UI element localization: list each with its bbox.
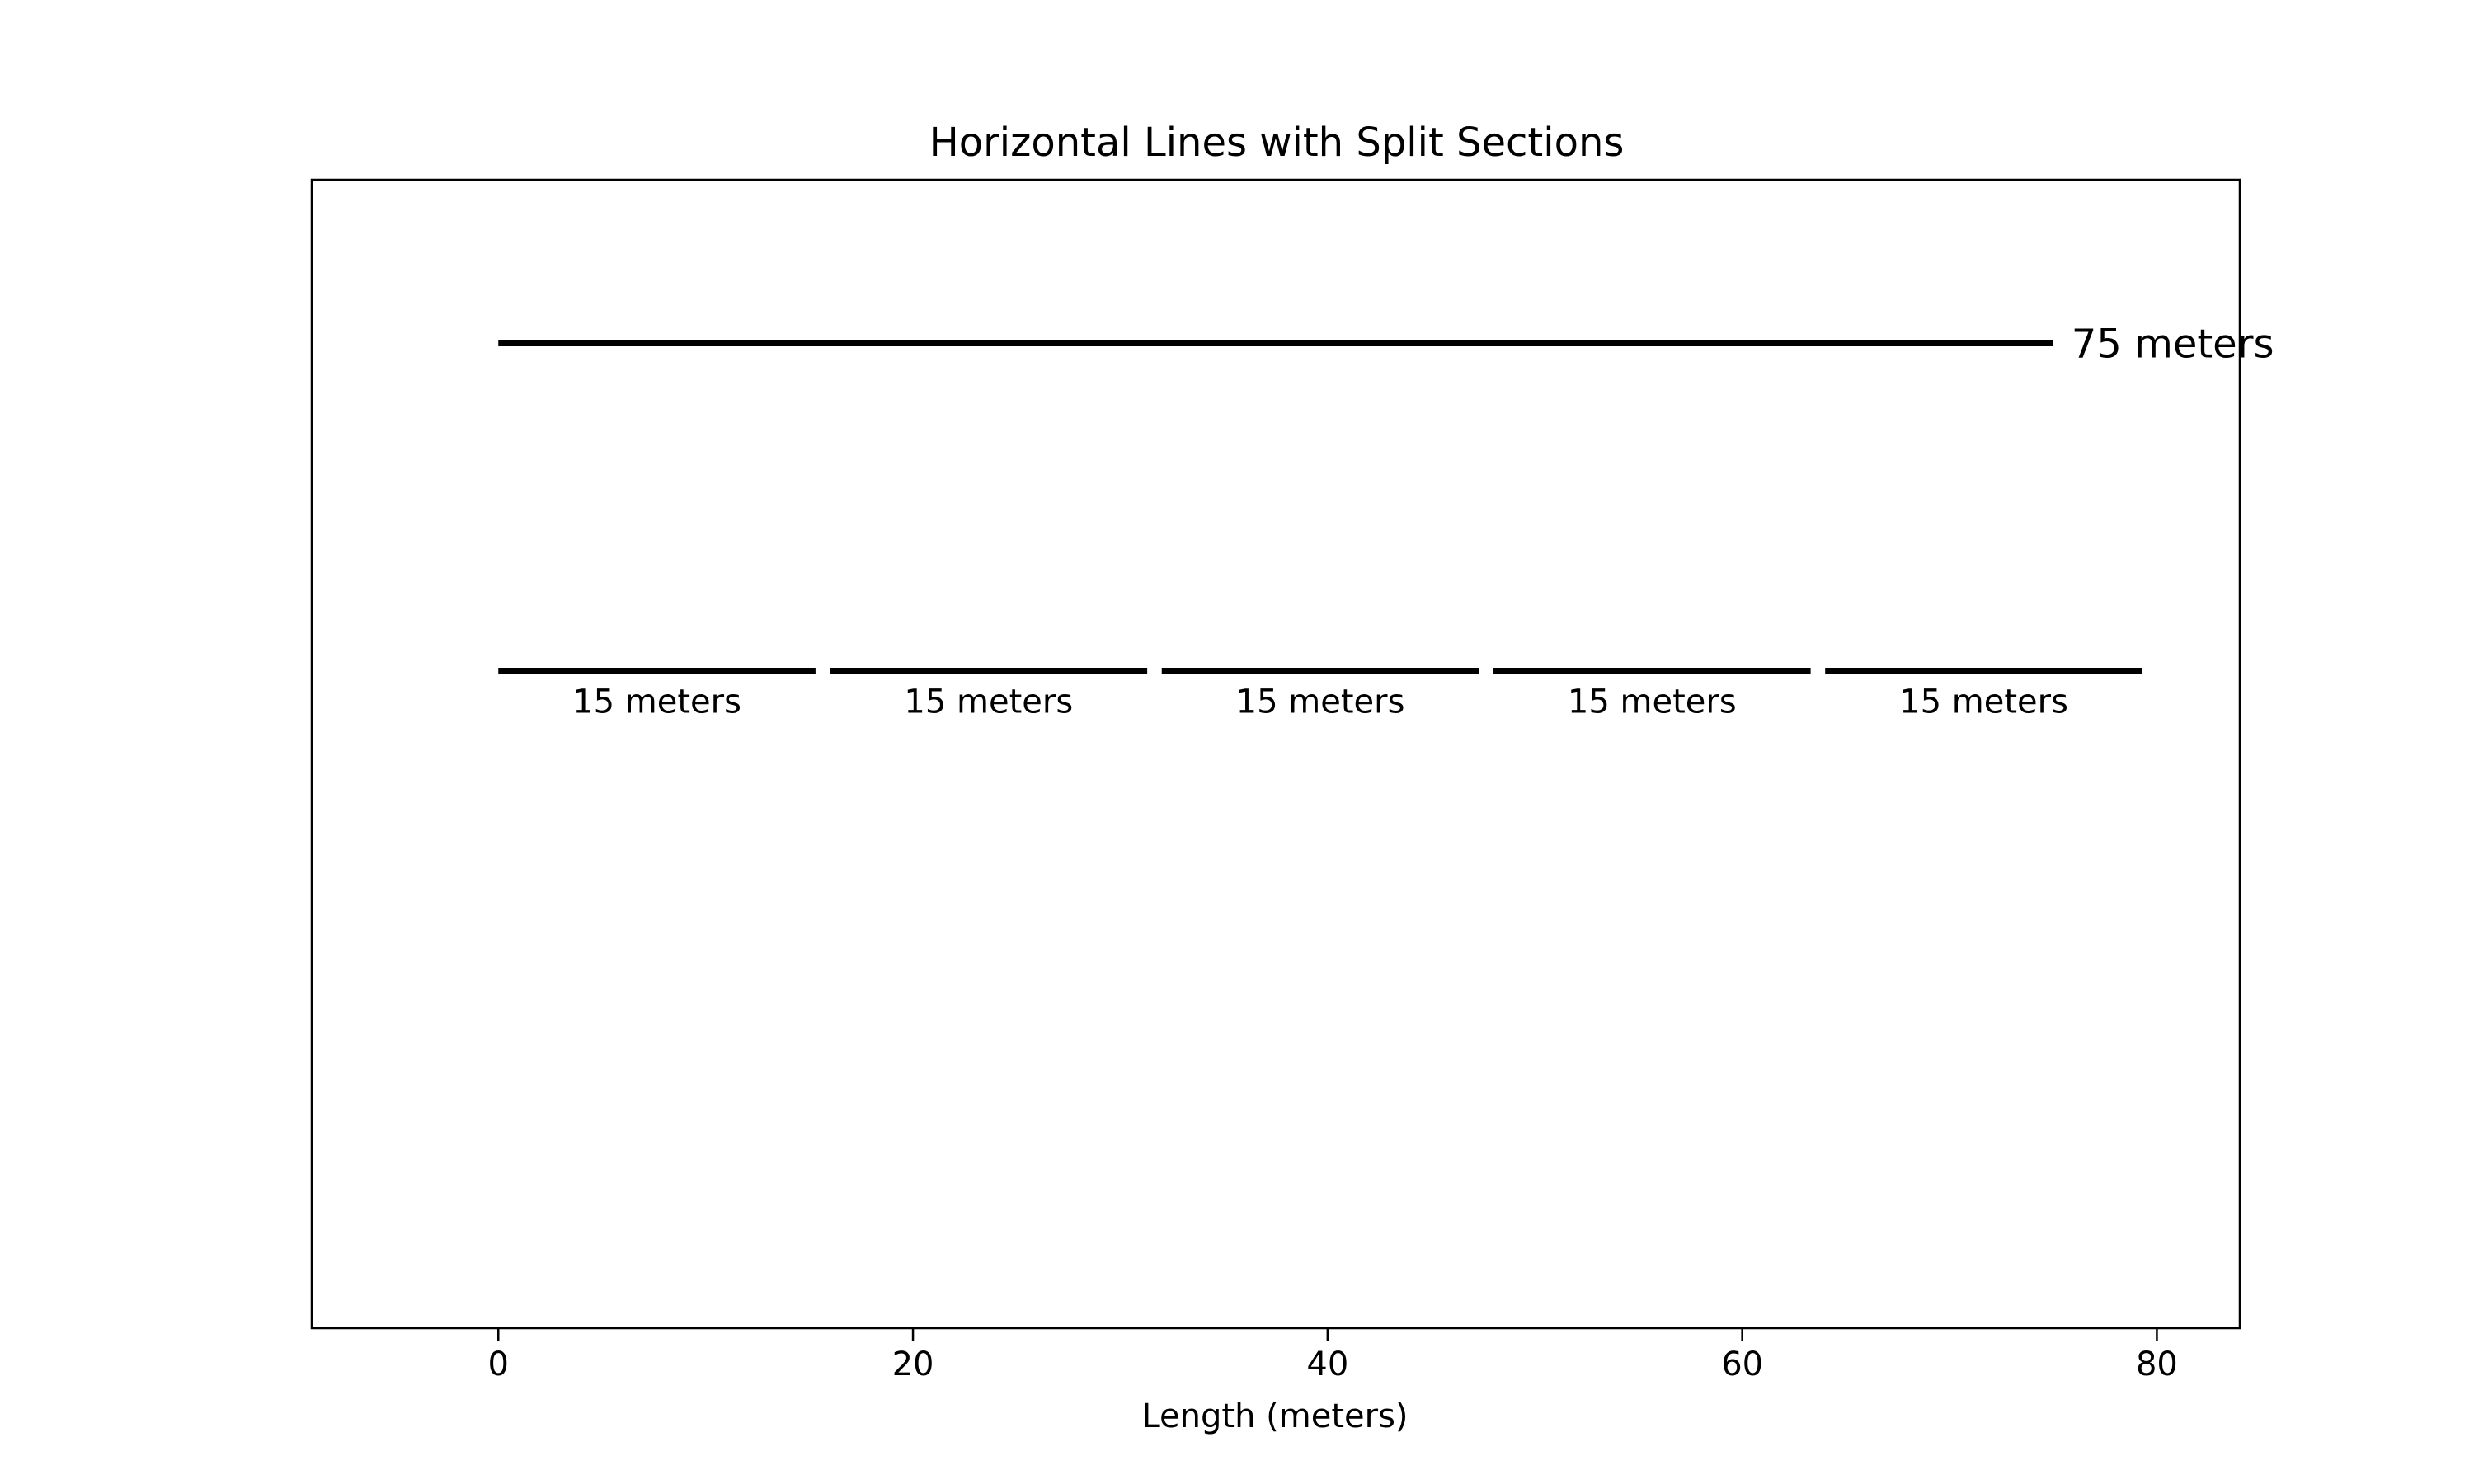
segment-label: 15 meters (1236, 683, 1405, 721)
segment-label: 15 meters (1568, 683, 1737, 721)
plot-area-frame (310, 178, 2241, 1330)
segment-label: 15 meters (1899, 683, 2068, 721)
full-length-label: 75 meters (2072, 322, 2274, 368)
x-tick-label: 60 (1721, 1345, 1763, 1383)
x-tick-label: 0 (488, 1345, 509, 1383)
x-tick-label: 40 (1306, 1345, 1348, 1383)
segment-label: 15 meters (904, 683, 1073, 721)
x-tick-label: 80 (2136, 1345, 2178, 1383)
x-axis-label: Length (meters) (1141, 1397, 1408, 1435)
chart-marks: 75 meters 15 meters 15 meters 15 meters 15 m… (498, 322, 2274, 721)
segment-label: 15 meters (572, 683, 741, 721)
x-axis-ticks: 0 20 40 60 80 (488, 1328, 2178, 1383)
chart-title: Horizontal Lines with Split Sections (929, 120, 1625, 166)
x-tick-label: 20 (892, 1345, 934, 1383)
